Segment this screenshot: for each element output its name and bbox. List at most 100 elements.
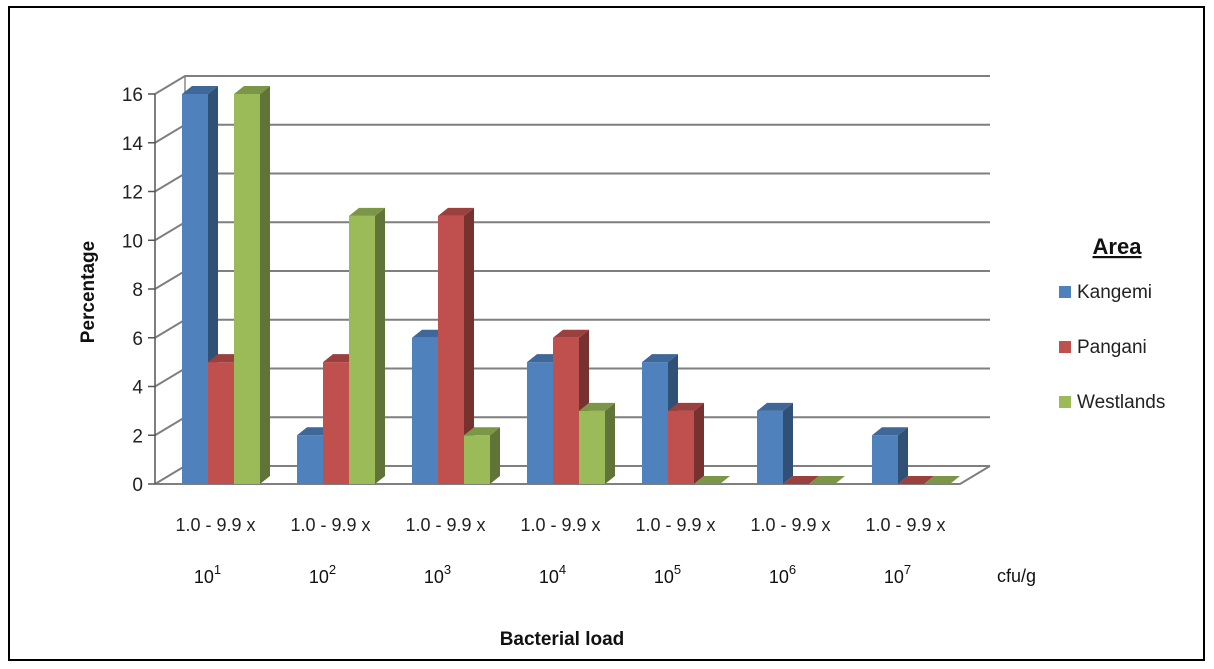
- bar-top: [553, 329, 589, 338]
- legend-swatch-kangemi: [1059, 286, 1071, 298]
- y-tick-label: 8: [132, 280, 143, 301]
- bar-front: [208, 362, 234, 484]
- power-exponent: 2: [329, 562, 336, 577]
- bar-front: [438, 215, 464, 484]
- bar-westlands-1: [234, 86, 270, 484]
- power-base: 10: [309, 567, 329, 587]
- x-tick-label: 1.0 - 9.9 x: [520, 515, 600, 535]
- bar-pangani-3: [438, 207, 474, 484]
- x-axis-title: Bacterial load: [500, 629, 625, 650]
- bar-top: [438, 207, 474, 216]
- bar-top: [234, 86, 270, 94]
- x-tick-power-label: 101: [194, 562, 221, 587]
- legend-swatch-pangani: [1059, 341, 1071, 353]
- y-tick-label: 0: [132, 475, 143, 496]
- power-base: 10: [194, 567, 214, 587]
- chart-frame: [8, 6, 1205, 661]
- x-tick-power-label: 104: [539, 562, 566, 587]
- y-tick-label: 4: [132, 378, 143, 399]
- bar-front: [668, 410, 694, 484]
- gridline: [154, 123, 990, 144]
- x-tick-label: 1.0 - 9.9 x: [405, 515, 485, 535]
- bar-top: [872, 427, 908, 436]
- y-tick-label: 10: [122, 231, 143, 252]
- bar-side: [260, 86, 270, 484]
- bar-westlands-6: [809, 476, 845, 484]
- power-base: 10: [769, 567, 789, 587]
- power-base: 10: [884, 567, 904, 587]
- bar-front: [349, 215, 375, 484]
- bar-westlands-3: [464, 427, 500, 484]
- bar-front: [464, 435, 490, 484]
- x-tick-label: 1.0 - 9.9 x: [750, 515, 830, 535]
- bar-front: [757, 410, 783, 484]
- bar-front: [182, 94, 208, 484]
- power-exponent: 7: [904, 562, 911, 577]
- bar-pangani-5: [668, 402, 704, 484]
- bar-top: [783, 476, 819, 484]
- y-axis: 0 2 4 6 8 10 12 14 16: [122, 85, 156, 496]
- bar-side: [898, 427, 908, 484]
- power-base: 10: [654, 567, 674, 587]
- power-exponent: 6: [789, 562, 796, 577]
- bar-front: [527, 362, 553, 484]
- bar-top: [642, 354, 678, 363]
- bar-side: [375, 207, 385, 484]
- bar-top: [694, 476, 730, 484]
- power-exponent: 1: [214, 562, 221, 577]
- x-tick-power-label: 105: [654, 562, 681, 587]
- y-tick-label: 14: [122, 134, 144, 155]
- y-tick-label: 12: [122, 183, 143, 204]
- x-tick-power-label: 107: [884, 562, 911, 587]
- bar-top: [349, 207, 385, 216]
- bar-side: [694, 402, 704, 484]
- x-tick-label: 1.0 - 9.9 x: [290, 515, 370, 535]
- legend-swatch-westlands: [1059, 396, 1071, 408]
- bar-westlands-2: [349, 207, 385, 484]
- bar-pangani-6: [783, 476, 819, 484]
- bar-top: [464, 427, 500, 436]
- bar-top: [898, 476, 934, 484]
- bar-westlands-5: [694, 476, 730, 484]
- bar-front: [872, 435, 898, 484]
- bar-top: [579, 402, 615, 411]
- bar-top: [809, 476, 845, 484]
- x-tick-label: 1.0 - 9.9 x: [635, 515, 715, 535]
- bar-side: [783, 402, 793, 484]
- bars: [182, 86, 960, 484]
- legend-label-westlands: Westlands: [1077, 392, 1165, 413]
- power-base: 10: [424, 567, 444, 587]
- y-axis-title: Percentage: [78, 241, 99, 343]
- x-tick-power-label: 103: [424, 562, 451, 587]
- legend-label-pangani: Pangani: [1077, 337, 1147, 358]
- bar-front: [579, 410, 605, 484]
- bar-front: [412, 337, 438, 484]
- bar-pangani-7: [898, 476, 934, 484]
- bar-westlands-7: [924, 476, 960, 484]
- bar-kangemi-7: [872, 427, 908, 484]
- y-tick-label: 2: [132, 426, 143, 447]
- bar-westlands-4: [579, 402, 615, 484]
- bar-front: [297, 435, 323, 484]
- x-tick-power-label: 102: [309, 562, 336, 587]
- legend-title: Area: [1093, 234, 1143, 259]
- y-tick-label: 16: [122, 85, 143, 106]
- power-exponent: 3: [444, 562, 451, 577]
- bar-kangemi-6: [757, 402, 793, 484]
- bar-front: [553, 337, 579, 484]
- x-tick-label: 1.0 - 9.9 x: [175, 515, 255, 535]
- legend-label-kangemi: Kangemi: [1077, 282, 1152, 303]
- bar-kangemi-1: [182, 86, 218, 484]
- bar-top: [182, 86, 218, 94]
- y-tick-label: 6: [132, 329, 143, 350]
- bar-top: [757, 402, 793, 411]
- unit-label: cfu/g: [997, 566, 1036, 586]
- bar-front: [234, 94, 260, 484]
- power-base: 10: [539, 567, 559, 587]
- gridline: [154, 172, 990, 193]
- bar-top: [668, 402, 704, 411]
- gridline: [154, 270, 990, 290]
- bar-top: [924, 476, 960, 484]
